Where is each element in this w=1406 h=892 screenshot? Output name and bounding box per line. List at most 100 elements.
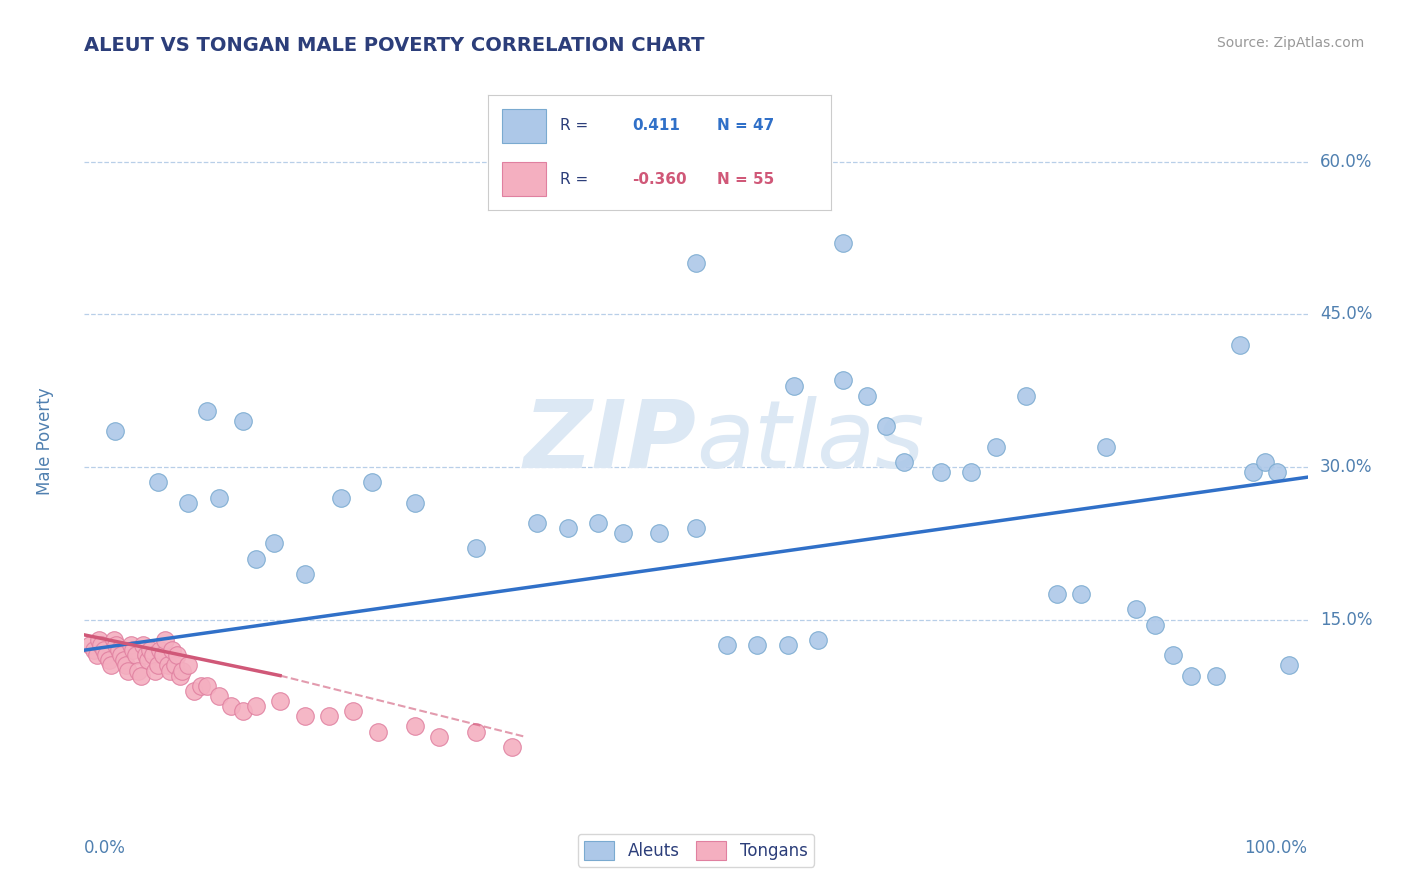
Point	[156, 658, 179, 673]
Point	[269, 694, 291, 708]
Point	[177, 658, 200, 673]
Point	[105, 638, 128, 652]
Point	[1143, 617, 1166, 632]
Point	[831, 374, 853, 388]
Point	[1205, 668, 1227, 682]
Point	[142, 648, 165, 663]
Point	[208, 689, 231, 703]
Legend: Aleuts, Tongans: Aleuts, Tongans	[578, 834, 814, 867]
Point	[183, 684, 205, 698]
Text: 15.0%: 15.0%	[1320, 611, 1372, 629]
Point	[294, 709, 316, 723]
Point	[929, 465, 952, 479]
Text: 60.0%: 60.0%	[1320, 153, 1372, 170]
Point	[807, 632, 830, 647]
Point	[1180, 668, 1202, 682]
Point	[263, 536, 285, 550]
Point	[125, 648, 148, 663]
Point	[245, 551, 267, 566]
Point	[152, 648, 174, 663]
Point	[127, 664, 149, 678]
Point	[136, 653, 159, 667]
Point	[107, 643, 129, 657]
Point	[146, 658, 169, 673]
Point	[163, 658, 186, 673]
Point	[245, 699, 267, 714]
Point	[139, 643, 162, 657]
Point	[86, 648, 108, 663]
Point	[162, 643, 184, 657]
Point	[169, 668, 191, 682]
Point	[177, 495, 200, 509]
Text: 30.0%: 30.0%	[1320, 458, 1372, 476]
Point	[208, 491, 231, 505]
Point	[342, 704, 364, 718]
Point	[103, 632, 125, 647]
Point	[612, 526, 634, 541]
Point	[104, 425, 127, 439]
Point	[464, 724, 486, 739]
Point	[143, 664, 166, 678]
Point	[1094, 440, 1116, 454]
Text: ZIP: ZIP	[523, 395, 696, 488]
Point	[166, 648, 188, 663]
Point	[1278, 658, 1301, 673]
Point	[716, 638, 738, 652]
Point	[960, 465, 983, 479]
Point	[893, 455, 915, 469]
Point	[149, 643, 172, 657]
Point	[87, 632, 110, 647]
Point	[135, 648, 157, 663]
Point	[776, 638, 799, 652]
Point	[195, 679, 218, 693]
Point	[97, 653, 120, 667]
Point	[685, 256, 707, 270]
Point	[129, 668, 152, 682]
Point	[190, 679, 212, 693]
Point	[1161, 648, 1184, 663]
Point	[1125, 602, 1147, 616]
Point	[195, 404, 218, 418]
Point	[557, 521, 579, 535]
Point	[232, 414, 254, 428]
Point	[831, 236, 853, 251]
Point	[90, 638, 112, 652]
Point	[232, 704, 254, 718]
Point	[172, 664, 194, 678]
Point	[1254, 455, 1277, 469]
Point	[464, 541, 486, 556]
Point	[427, 730, 450, 744]
Point	[79, 638, 101, 652]
Point	[1241, 465, 1264, 479]
Point	[367, 724, 389, 739]
Point	[96, 648, 118, 663]
Point	[1015, 389, 1038, 403]
Point	[1070, 587, 1092, 601]
Text: 45.0%: 45.0%	[1320, 305, 1372, 323]
Point	[502, 739, 524, 754]
Point	[747, 638, 769, 652]
Point	[93, 643, 115, 657]
Point	[330, 491, 353, 505]
Point	[360, 475, 382, 490]
Point	[1046, 587, 1069, 601]
Point	[526, 516, 548, 530]
Point	[648, 526, 671, 541]
Text: 100.0%: 100.0%	[1244, 838, 1308, 857]
Point	[318, 709, 340, 723]
Point	[159, 664, 181, 678]
Point	[586, 516, 609, 530]
Point	[112, 653, 135, 667]
Point	[219, 699, 242, 714]
Point	[115, 658, 138, 673]
Point	[83, 643, 105, 657]
Point	[856, 389, 879, 403]
Point	[1265, 465, 1288, 479]
Point	[122, 643, 145, 657]
Point	[153, 632, 176, 647]
Point	[1229, 338, 1251, 352]
Text: ALEUT VS TONGAN MALE POVERTY CORRELATION CHART: ALEUT VS TONGAN MALE POVERTY CORRELATION…	[84, 36, 704, 54]
Point	[117, 664, 139, 678]
Point	[875, 419, 897, 434]
Point	[984, 440, 1007, 454]
